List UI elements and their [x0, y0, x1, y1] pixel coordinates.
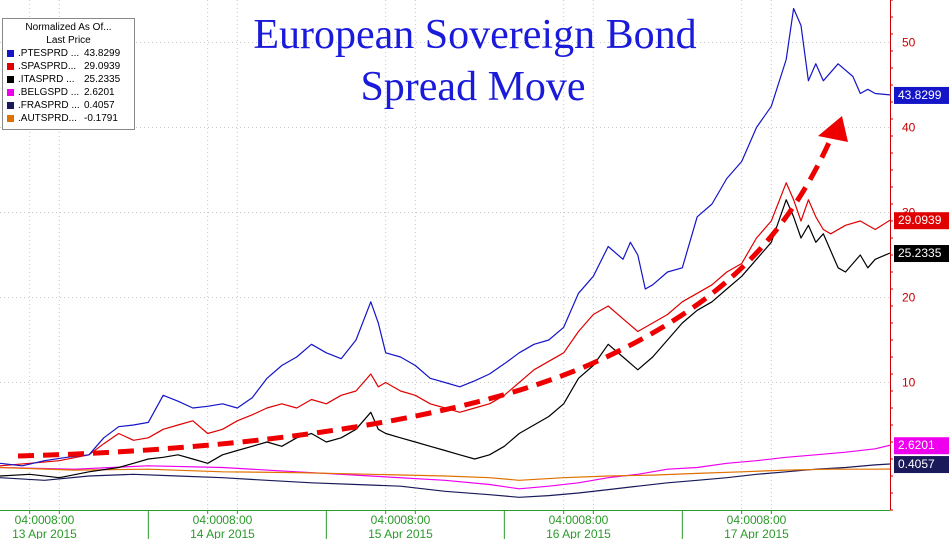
- y-tick-label: 40: [902, 121, 916, 135]
- legend-series-value: 0.4057: [84, 100, 115, 111]
- last-price-tag: 25.2335: [894, 245, 949, 263]
- legend-entry: .ITASPRD ... 25.2335: [7, 73, 130, 86]
- last-price-tags: 43.8299 29.0939 25.2335 2.6201 0.4057: [894, 86, 949, 474]
- legend-series-name: .AUTSPRD...: [18, 113, 77, 124]
- x-tick-label: 08:00: [578, 513, 608, 527]
- x-tick-label: 04:00: [727, 513, 757, 527]
- x-tick-label: 04:00: [371, 513, 401, 527]
- legend-entry: .FRASPRD ... 0.4057: [7, 99, 130, 112]
- legend-swatch: [7, 63, 14, 70]
- legend-entry: .SPASPRD... 29.0939: [7, 60, 130, 73]
- last-price-tag-bg: [894, 456, 949, 474]
- x-tick-label: 04:00: [549, 513, 579, 527]
- last-price-tag-text: 43.8299: [898, 88, 942, 102]
- last-price-tag-bg: [894, 86, 949, 104]
- last-price-tag: 0.4057: [894, 456, 949, 474]
- legend-subtitle: Last Price: [46, 35, 91, 46]
- trend-arrow-shaft: [17, 134, 835, 459]
- series-lines: [0, 7, 891, 498]
- day-separators: [147, 510, 683, 539]
- legend-swatch: [7, 89, 14, 96]
- y-tick-label: 50: [902, 36, 916, 50]
- last-price-tag-bg: [894, 212, 949, 230]
- chart-title-line2: Spread Move: [360, 64, 585, 110]
- x-date-label: 14 Apr 2015: [190, 527, 255, 539]
- x-tick-label: 04:00: [193, 513, 223, 527]
- legend-series-value: 25.2335: [84, 74, 121, 85]
- legend-series-value: 29.0939: [84, 61, 121, 72]
- trend-arrow: [17, 116, 848, 459]
- legend-series-name: .FRASPRD ...: [18, 100, 80, 111]
- legend-series-value: 2.6201: [84, 87, 115, 98]
- x-date-label: 16 Apr 2015: [546, 527, 611, 539]
- last-price-tag-text: 29.0939: [898, 213, 942, 227]
- last-price-tag-bg: [894, 245, 949, 263]
- legend-series-name: .SPASPRD...: [18, 61, 77, 72]
- series-line-ptesprd: [0, 7, 891, 467]
- legend-entry: .AUTSPRD... -0.1791: [7, 112, 130, 125]
- gridlines: [0, 0, 890, 510]
- last-price-tag: 43.8299: [894, 86, 949, 104]
- legend-series-name: .ITASPRD ...: [18, 74, 75, 85]
- last-price-tag-text: 25.2335: [898, 246, 942, 260]
- legend-entry: .BELGSPD ... 2.6201: [7, 86, 130, 99]
- x-tick-label: 08:00: [756, 513, 786, 527]
- trend-arrow-head: [818, 116, 848, 142]
- series-line-itasprd: [0, 199, 891, 479]
- y-tick-labels: 1020304050: [902, 36, 916, 390]
- legend-title: Normalized As Of...: [25, 22, 112, 33]
- x-tick-label: 08:00: [222, 513, 252, 527]
- x-date-label: 15 Apr 2015: [368, 527, 433, 539]
- x-date-label: 17 Apr 2015: [724, 527, 789, 539]
- series-line-spasprd: [0, 182, 891, 467]
- legend-series-name: .PTESPRD ...: [18, 48, 80, 59]
- legend-swatch: [7, 50, 14, 57]
- series-line-autsprd: [0, 466, 891, 481]
- series-line-belgspd: [0, 444, 891, 490]
- legend-series-value: 43.8299: [84, 48, 121, 59]
- legend-swatch: [7, 102, 14, 109]
- legend-entry: .PTESPRD ... 43.8299: [7, 47, 130, 60]
- x-date-label: 13 Apr 2015: [12, 527, 77, 539]
- last-price-tag: 29.0939: [894, 212, 949, 230]
- series-line-frasprd: [0, 463, 891, 498]
- legend-series-name: .BELGSPD ...: [18, 87, 80, 98]
- y-tick-label: 10: [902, 376, 916, 390]
- legend-swatch: [7, 76, 14, 83]
- last-price-tag-bg: [894, 437, 949, 455]
- x-tick-label: 08:00: [400, 513, 430, 527]
- last-price-tag: 2.6201: [894, 437, 949, 455]
- x-tick-label: 04:00: [15, 513, 45, 527]
- legend-swatch: [7, 115, 14, 122]
- x-tick-labels: 04:00 08:00 04:00 08:00 04:00 08:00 04:00 08:00…: [12, 510, 789, 539]
- last-price-tag-text: 0.4057: [898, 457, 935, 471]
- last-price-tag-text: 2.6201: [898, 438, 935, 452]
- y-tick-label: 20: [902, 291, 916, 305]
- legend-series-value: -0.1791: [84, 113, 118, 124]
- x-tick-label: 08:00: [44, 513, 74, 527]
- legend: Normalized As Of... Last Price .PTESPRD …: [2, 18, 135, 130]
- chart-title-line1: European Sovereign Bond: [253, 12, 696, 58]
